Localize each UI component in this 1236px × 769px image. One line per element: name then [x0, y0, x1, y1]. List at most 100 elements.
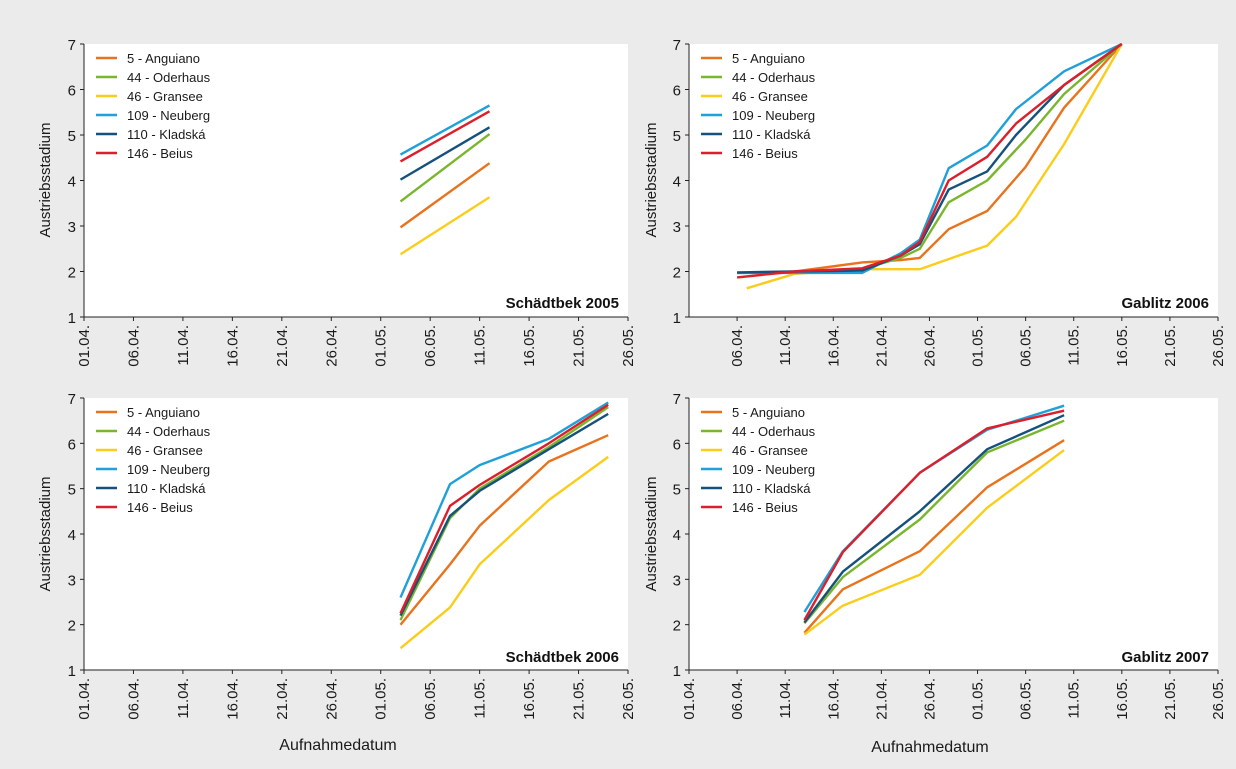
- x-tick-label: 06.04.: [729, 678, 746, 720]
- x-tick-label: 01.04.: [76, 678, 93, 720]
- x-tick-label: 21.05.: [571, 325, 588, 367]
- series-line-6: [399, 110, 491, 163]
- x-tick-label: 21.04.: [873, 325, 890, 367]
- y-axis-title: Austriebsstadium: [37, 122, 54, 237]
- x-tick-label: 01.05.: [970, 325, 987, 367]
- series-line-6: [736, 43, 1123, 279]
- y-tick-label: 4: [68, 174, 76, 191]
- chart-panel-4: 1 2 3 4 5 6 7 01.04. 06.04. 11.04. 16.04. 21.04. 26.…: [643, 391, 1227, 720]
- series-line-1: [399, 434, 609, 626]
- x-tick-label: 26.04.: [323, 678, 340, 720]
- y-tick-label: 5: [68, 482, 76, 499]
- legend-label: 109 - Neuberg: [127, 108, 210, 123]
- x-tick-label: 16.04.: [224, 678, 241, 720]
- series-line-3: [399, 455, 609, 650]
- series-line-4: [399, 401, 609, 598]
- legend-label: 110 - Kladská: [732, 127, 811, 142]
- legend-label: 46 - Gransee: [127, 89, 203, 104]
- legend-label: 146 - Beius: [127, 500, 193, 515]
- y-tick-label: 5: [673, 482, 681, 499]
- legend-label: 109 - Neuberg: [732, 108, 815, 123]
- plot-area: [689, 398, 1218, 670]
- series-line-1: [737, 43, 1123, 275]
- y-tick-label: 1: [673, 663, 681, 680]
- legend-label: 44 - Oderhaus: [127, 424, 211, 439]
- x-tick-label: 06.05.: [1018, 325, 1035, 367]
- y-tick-label: 4: [673, 174, 681, 191]
- legend-label: 5 - Anguiano: [732, 405, 805, 420]
- chart-panel-1: 1 2 3 4 5 6 7 01.04. 06.04. 11.04. 16.04. 21.04. 26.…: [37, 37, 637, 367]
- series-line-5: [399, 126, 491, 181]
- x-tick-label: 21.05.: [1162, 678, 1179, 720]
- x-tick-label: 21.04.: [274, 678, 291, 720]
- panel-title: Schädtbek 2006: [506, 649, 619, 666]
- series-line-2: [399, 406, 609, 621]
- shared-x-axis-title-right: Aufnahmedatum: [871, 739, 988, 756]
- chart-panels: 1 2 3 4 5 6 7 01.04. 06.04. 11.04. 16.04. 21.04. 26.…: [37, 37, 1227, 720]
- x-tick-label: 16.05.: [521, 325, 538, 367]
- x-tick-label: 11.05.: [472, 678, 489, 719]
- y-tick-label: 5: [68, 128, 76, 145]
- y-tick-label: 2: [68, 265, 76, 282]
- x-tick-label: 11.04.: [777, 678, 794, 719]
- x-tick-label: 16.04.: [224, 325, 241, 367]
- x-tick-label: 11.04.: [175, 678, 192, 719]
- x-tick-label: 06.04.: [729, 325, 746, 367]
- x-tick-label: 26.04.: [323, 325, 340, 367]
- y-tick-label: 7: [68, 37, 76, 54]
- panel-title: Gablitz 2007: [1121, 649, 1209, 666]
- legend-label: 5 - Anguiano: [732, 51, 805, 66]
- legend-label: 44 - Oderhaus: [127, 70, 211, 85]
- x-tick-label: 06.04.: [125, 678, 142, 720]
- series-line-2: [399, 133, 491, 203]
- y-tick-label: 4: [68, 527, 76, 544]
- x-tick-label: 21.05.: [1162, 325, 1179, 367]
- y-tick-label: 2: [673, 265, 681, 282]
- y-tick-label: 6: [673, 436, 681, 453]
- y-axis-title: Austriebsstadium: [643, 122, 660, 237]
- series-line-5: [803, 414, 1065, 624]
- chart-panel-2: 1 2 3 4 5 6 7 06.04. 11.04. 16.04. 21.04. 26.04. 01.…: [643, 37, 1227, 367]
- y-tick-label: 7: [673, 37, 681, 54]
- shared-x-axis-title-left: Aufnahmedatum: [279, 737, 396, 754]
- series-line-3: [803, 449, 1065, 636]
- x-tick-label: 01.04.: [681, 678, 698, 720]
- x-tick-label: 16.05.: [1114, 325, 1131, 367]
- x-tick-label: 01.05.: [373, 678, 390, 720]
- legend-label: 46 - Gransee: [732, 89, 808, 104]
- x-tick-label: 16.05.: [521, 678, 538, 720]
- series-line-2: [803, 419, 1065, 625]
- legend-label: 110 - Kladská: [127, 127, 206, 142]
- series-line-5: [399, 412, 609, 617]
- x-tick-label: 11.05.: [1066, 678, 1083, 719]
- legend-label: 5 - Anguiano: [127, 405, 200, 420]
- y-tick-label: 2: [673, 618, 681, 635]
- y-tick-label: 3: [673, 572, 681, 589]
- x-tick-label: 06.04.: [125, 325, 142, 367]
- x-tick-label: 11.04.: [777, 325, 794, 366]
- x-tick-label: 01.04.: [76, 325, 93, 367]
- y-tick-label: 2: [68, 618, 76, 635]
- x-tick-label: 11.04.: [175, 325, 192, 366]
- legend-label: 44 - Oderhaus: [732, 70, 816, 85]
- y-tick-label: 3: [68, 572, 76, 589]
- legend-label: 46 - Gransee: [127, 443, 203, 458]
- x-tick-label: 16.05.: [1114, 678, 1131, 720]
- legend-label: 46 - Gransee: [732, 443, 808, 458]
- x-tick-label: 16.04.: [825, 678, 842, 720]
- plot-area: [84, 44, 628, 317]
- legend-label: 146 - Beius: [732, 146, 798, 161]
- y-tick-label: 7: [68, 391, 76, 408]
- x-tick-label: 26.04.: [921, 678, 938, 720]
- legend-label: 146 - Beius: [732, 500, 798, 515]
- y-axis-title: Austriebsstadium: [643, 476, 660, 591]
- y-tick-label: 6: [68, 83, 76, 100]
- panel-title: Gablitz 2006: [1121, 295, 1209, 312]
- y-tick-label: 4: [673, 527, 681, 544]
- x-tick-label: 01.05.: [373, 325, 390, 367]
- x-tick-label: 11.05.: [472, 325, 489, 366]
- y-tick-label: 3: [673, 219, 681, 236]
- legend-label: 5 - Anguiano: [127, 51, 200, 66]
- x-tick-label: 26.05.: [620, 325, 637, 367]
